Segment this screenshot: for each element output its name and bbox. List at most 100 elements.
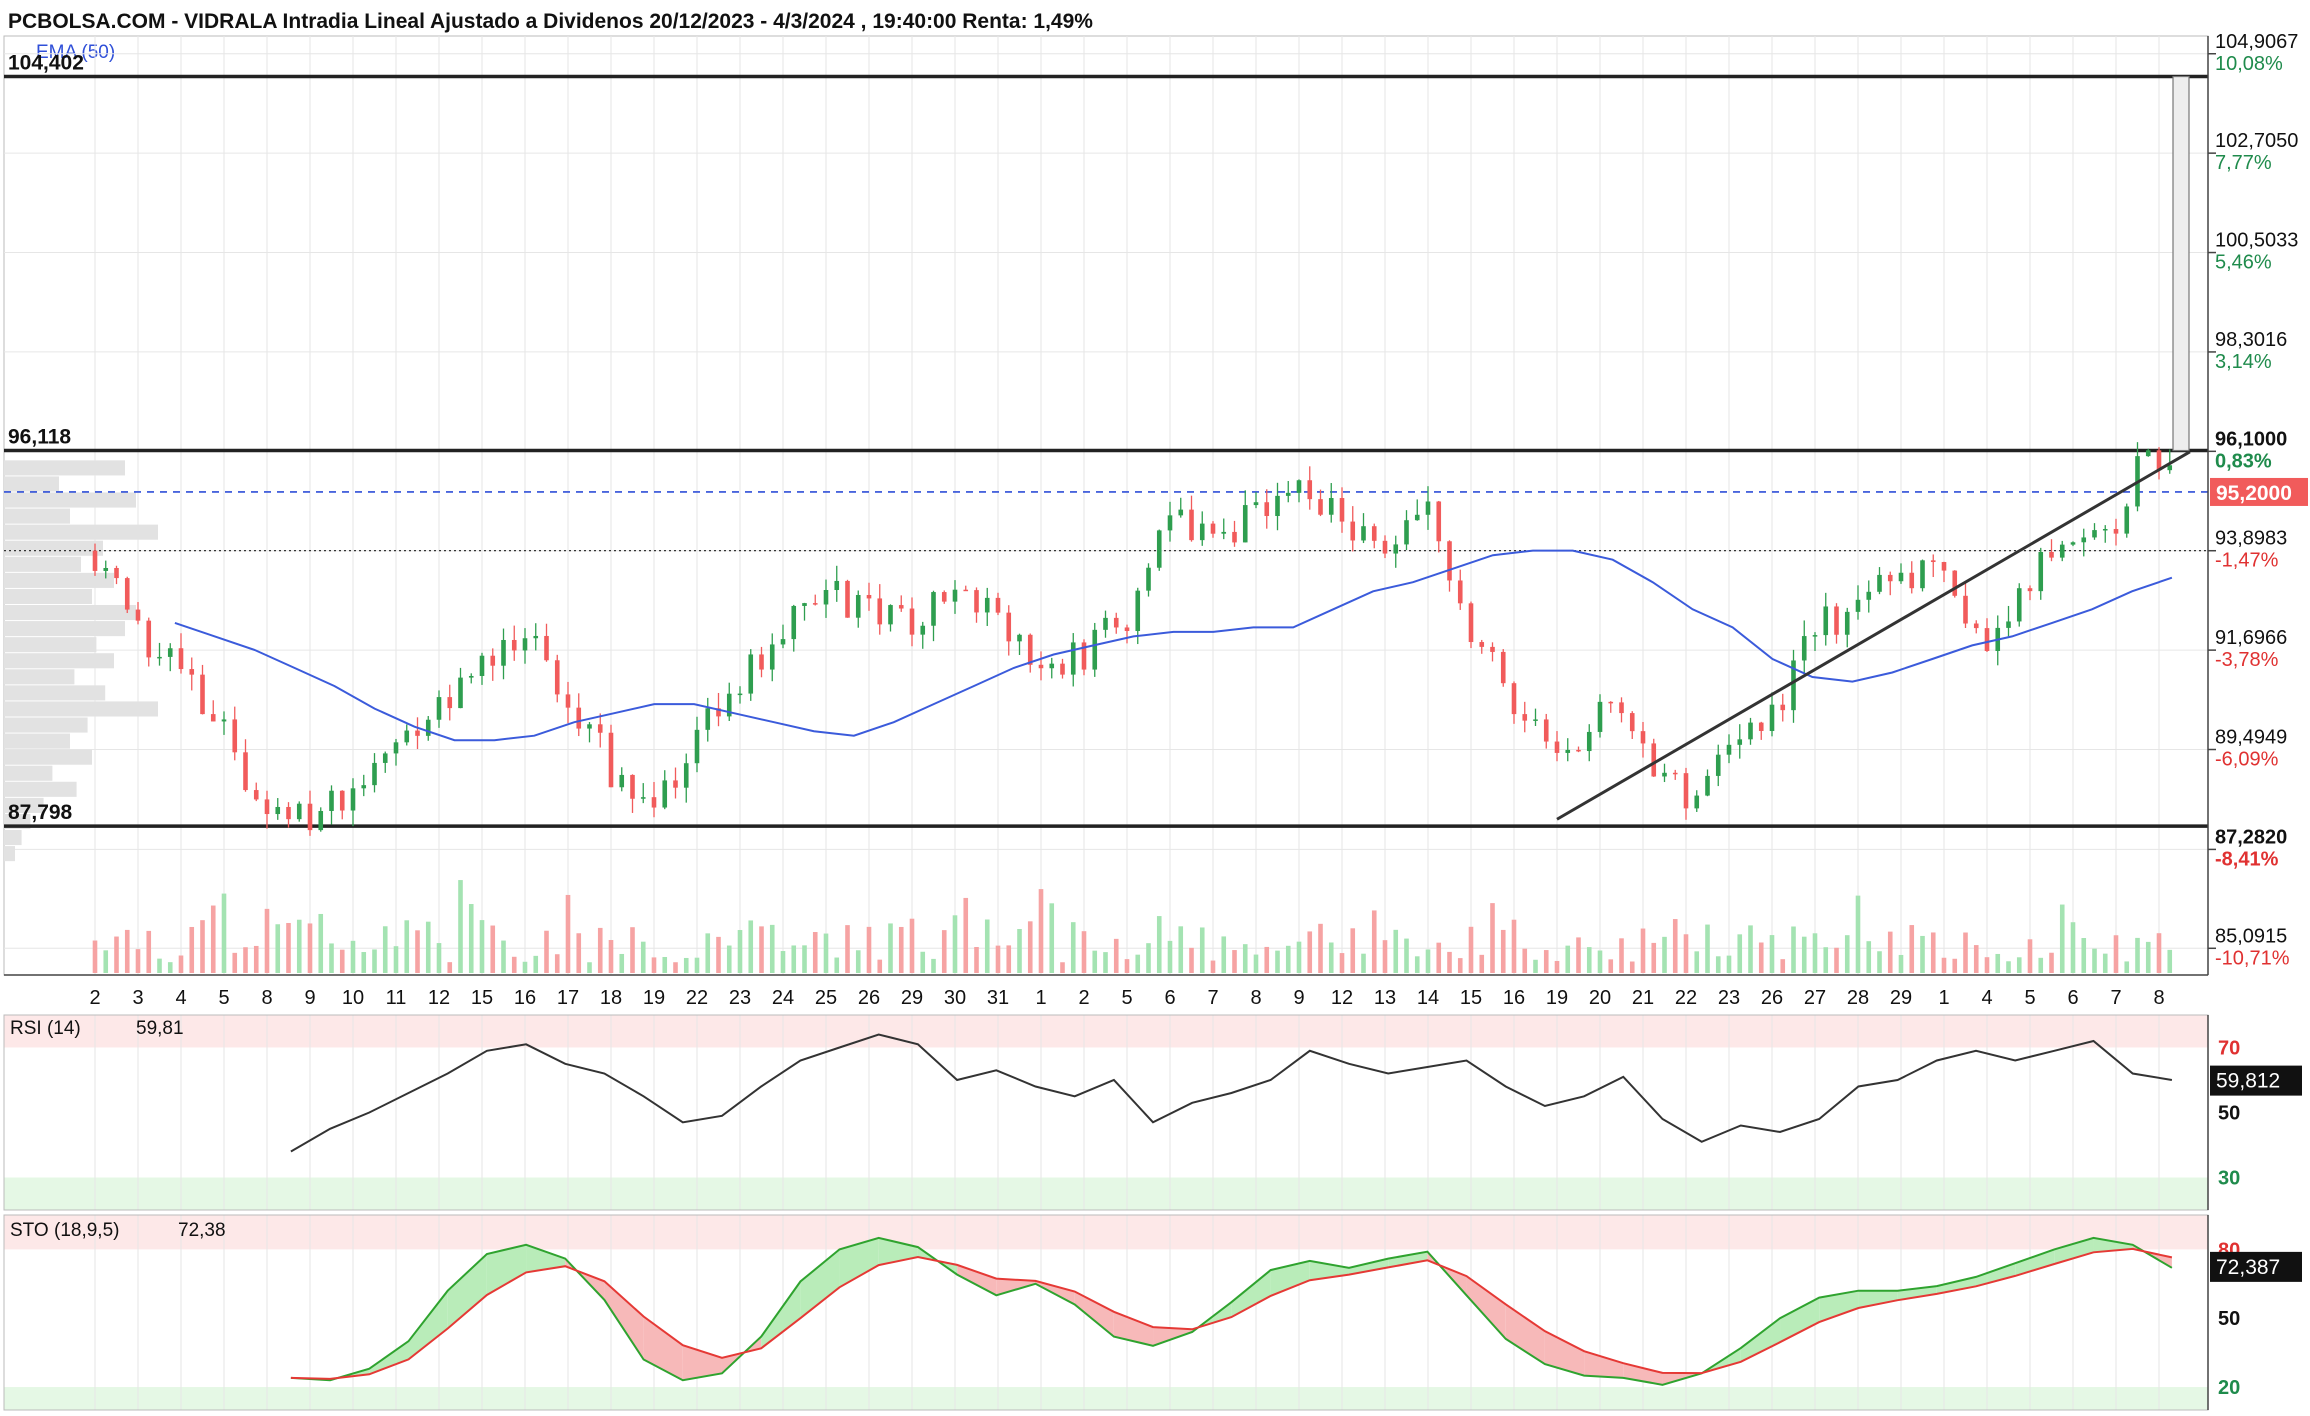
stochastic-fill: [447, 1254, 487, 1329]
oscillator-level-label: 30: [2218, 1168, 2240, 1190]
candle-up: [619, 774, 625, 788]
volume-bar: [1887, 931, 1893, 973]
candle-up: [1737, 739, 1743, 745]
volume-bar: [845, 925, 850, 973]
date-tick-label: 5: [218, 987, 229, 1009]
volume-profile-bar: [4, 717, 88, 733]
date-tick-label: 19: [643, 987, 665, 1009]
volume-bar: [1629, 961, 1635, 973]
candle-down: [651, 797, 657, 808]
candle-up: [1812, 635, 1818, 637]
candle-up: [1898, 572, 1904, 582]
volume-bar: [1124, 959, 1130, 973]
volume-bar: [1027, 921, 1033, 973]
volume-bar: [1511, 919, 1517, 973]
date-tick-label: 30: [944, 987, 966, 1009]
volume-profile-bar: [4, 572, 114, 588]
volume-bar: [221, 893, 227, 973]
candle-down: [1232, 531, 1237, 543]
candle-down: [1006, 612, 1012, 642]
price-tick-label: 98,3016: [2215, 329, 2287, 351]
candle-down: [286, 806, 291, 820]
candle-up: [1296, 480, 1302, 493]
candle-up: [533, 635, 539, 639]
candle-up: [350, 788, 356, 811]
volume-bar: [1715, 956, 1721, 973]
volume-bar: [382, 926, 388, 973]
candle-down: [1060, 663, 1065, 675]
candle-up: [683, 763, 689, 788]
volume-bar: [1705, 924, 1710, 973]
date-tick-label: 14: [1417, 987, 1439, 1009]
candle-down: [1436, 501, 1442, 542]
volume-bar: [189, 926, 195, 973]
volume-bar: [984, 919, 990, 973]
price-tick-percent: 10,08%: [2215, 53, 2283, 75]
trendline[interactable]: [1556, 450, 2191, 821]
level-label: 96,118: [8, 426, 71, 449]
volume-bar: [920, 951, 926, 973]
stochastic-fill: [1544, 1331, 1585, 1376]
stochastic-fill: [1505, 1304, 1545, 1365]
level-label: 104,402: [8, 52, 84, 75]
volume-bar: [533, 955, 539, 973]
volume-bar: [898, 926, 904, 973]
candle-down: [941, 592, 947, 602]
candle-down: [554, 660, 560, 695]
volume-bar: [1232, 950, 1237, 973]
sto-value: 72,38: [178, 1220, 226, 1241]
candle-up: [2016, 588, 2022, 622]
volume-bar: [1597, 950, 1603, 973]
candle-down: [307, 803, 313, 831]
stochastic-fill: [682, 1345, 722, 1381]
volume-bar: [2113, 935, 2119, 973]
volume-bar: [1425, 949, 1431, 973]
price-tick-label: 85,0915: [2215, 925, 2287, 947]
candle-up: [1662, 772, 1667, 777]
date-tick-label: 4: [1981, 987, 1992, 1009]
volume-bar: [146, 930, 152, 973]
candle-down: [1468, 603, 1474, 643]
candle-down: [576, 707, 582, 729]
candle-down: [1683, 773, 1689, 809]
date-tick-label: 11: [386, 987, 407, 1009]
volume-bar: [1221, 936, 1227, 973]
candle-up: [802, 603, 807, 606]
volume-profile-bar: [4, 524, 158, 540]
candle-up: [1414, 514, 1420, 521]
candle-up: [1597, 701, 1603, 732]
chart-title: PCBOLSA.COM - VIDRALA Intradia Lineal Aj…: [8, 10, 1093, 33]
volume-bar: [2156, 933, 2162, 973]
volume-bar: [1199, 927, 1205, 973]
volume-bars: [92, 880, 2173, 973]
candle-up: [1242, 505, 1248, 543]
volume-bar: [275, 924, 281, 973]
candle-down: [124, 578, 130, 610]
candle-up: [1565, 749, 1571, 753]
stochastic-fill: [1858, 1290, 1898, 1308]
volume-bar: [1275, 950, 1280, 973]
candle-up: [221, 719, 227, 722]
stochastic-fill: [1936, 1276, 1976, 1294]
volume-bar: [1898, 954, 1904, 973]
volume-bar: [1414, 956, 1420, 973]
date-tick-label: 8: [1250, 987, 1261, 1009]
candle-up: [1017, 634, 1022, 642]
volume-bar: [167, 962, 173, 973]
candle-up: [931, 592, 936, 626]
candle-down: [1780, 704, 1786, 711]
volume-profile-bar: [4, 540, 103, 556]
volume-profile-bar: [4, 685, 106, 701]
volume-bar: [178, 955, 184, 973]
ema-50-line: [174, 549, 2173, 742]
volume-bar: [565, 894, 571, 973]
candle-down: [232, 719, 238, 753]
date-tick-label: 2: [89, 987, 100, 1009]
candle-down: [1952, 570, 1958, 596]
date-tick-label: 21: [1632, 987, 1654, 1009]
volume-bar: [683, 957, 689, 973]
stochastic-fill: [369, 1341, 409, 1375]
volume-bar: [243, 947, 248, 973]
